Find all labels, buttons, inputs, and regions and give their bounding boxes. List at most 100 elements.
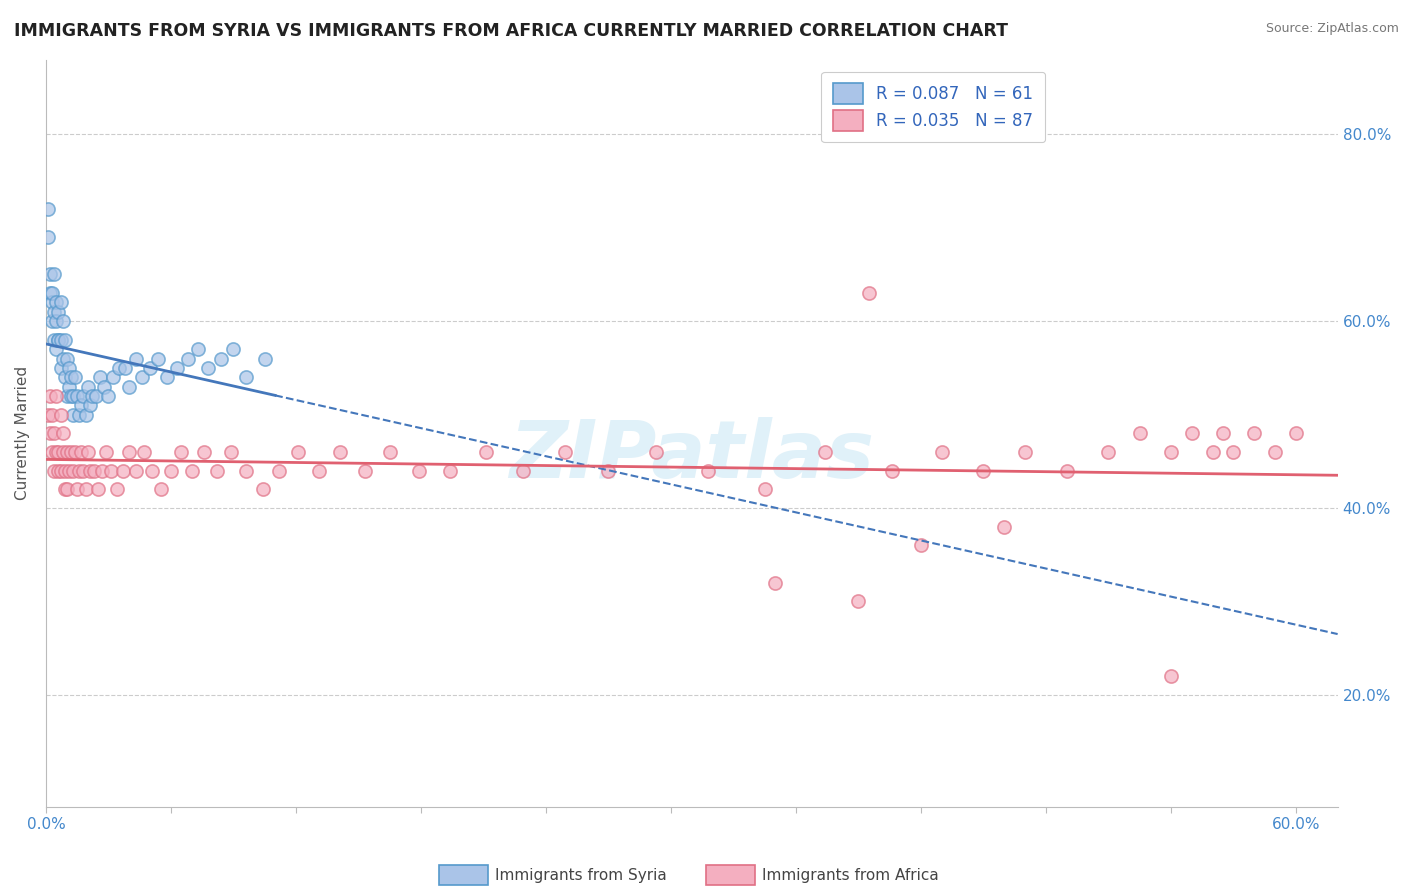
Point: [1285, 426, 1308, 441]
Point: [1243, 426, 1265, 441]
Point: [187, 342, 209, 356]
Point: [58, 360, 80, 375]
Point: [56, 445, 79, 459]
Point: [48, 445, 70, 459]
Point: [37, 202, 59, 216]
Point: [84, 389, 107, 403]
Point: [48, 333, 70, 347]
Point: [52, 445, 75, 459]
Point: [59, 445, 82, 459]
Point: [645, 445, 668, 459]
Point: [76, 445, 98, 459]
Point: [39, 268, 62, 282]
Point: [131, 370, 153, 384]
Point: [931, 445, 953, 459]
Point: [118, 379, 141, 393]
Point: [112, 464, 135, 478]
Point: [79, 464, 101, 478]
Point: [176, 351, 198, 366]
Point: [52, 426, 75, 441]
Point: [221, 445, 243, 459]
Point: [408, 464, 430, 478]
Point: [59, 370, 82, 384]
Text: ZIPatlas: ZIPatlas: [509, 417, 875, 495]
Point: [56, 483, 79, 497]
Point: [49, 295, 72, 310]
Point: [63, 370, 86, 384]
Point: [49, 360, 72, 375]
Point: [205, 464, 228, 478]
Point: [598, 464, 620, 478]
Point: [45, 314, 67, 328]
Point: [59, 389, 82, 403]
Point: [41, 286, 63, 301]
Point: [439, 464, 461, 478]
Point: [49, 408, 72, 422]
Point: [89, 370, 111, 384]
Point: [197, 360, 219, 375]
Point: [53, 333, 76, 347]
Point: [79, 398, 101, 412]
Text: Source: ZipAtlas.com: Source: ZipAtlas.com: [1265, 22, 1399, 36]
Point: [44, 333, 66, 347]
Point: [1264, 445, 1286, 459]
Point: [62, 408, 84, 422]
Point: [66, 483, 89, 497]
Point: [67, 408, 90, 422]
Point: [972, 464, 994, 478]
Text: Immigrants from Syria: Immigrants from Syria: [495, 868, 666, 882]
Point: [72, 389, 94, 403]
Point: [222, 342, 245, 356]
Point: [148, 351, 170, 366]
Point: [41, 408, 63, 422]
Point: [72, 464, 94, 478]
Point: [287, 445, 309, 459]
Point: [70, 398, 93, 412]
Point: [45, 389, 67, 403]
Point: [910, 538, 932, 552]
Point: [96, 445, 118, 459]
Point: [848, 594, 870, 608]
Point: [858, 286, 880, 301]
Point: [124, 464, 146, 478]
Point: [329, 445, 352, 459]
Point: [105, 483, 128, 497]
Point: [114, 360, 136, 375]
Point: [37, 230, 59, 244]
Point: [62, 389, 84, 403]
Point: [48, 464, 70, 478]
Point: [763, 575, 786, 590]
Point: [253, 351, 276, 366]
Point: [39, 286, 62, 301]
Point: [53, 483, 76, 497]
Point: [91, 464, 114, 478]
Point: [100, 464, 122, 478]
Point: [993, 519, 1015, 533]
Point: [132, 445, 155, 459]
Point: [62, 464, 84, 478]
Point: [97, 389, 120, 403]
Point: [269, 464, 291, 478]
Point: [75, 483, 97, 497]
Point: [235, 464, 257, 478]
Point: [141, 464, 163, 478]
Point: [474, 445, 496, 459]
Y-axis label: Currently Married: Currently Married: [15, 367, 30, 500]
Point: [75, 408, 97, 422]
Point: [58, 464, 80, 478]
Legend: R = 0.087   N = 61, R = 0.035   N = 87: R = 0.087 N = 61, R = 0.035 N = 87: [821, 71, 1045, 143]
Point: [56, 389, 79, 403]
Point: [44, 464, 66, 478]
Point: [1014, 445, 1036, 459]
Point: [880, 464, 903, 478]
Point: [45, 445, 67, 459]
Point: [76, 379, 98, 393]
Point: [58, 379, 80, 393]
Point: [252, 483, 274, 497]
Point: [554, 445, 576, 459]
Point: [166, 360, 188, 375]
Point: [56, 351, 79, 366]
Point: [1181, 426, 1204, 441]
Point: [83, 464, 105, 478]
Point: [754, 483, 776, 497]
